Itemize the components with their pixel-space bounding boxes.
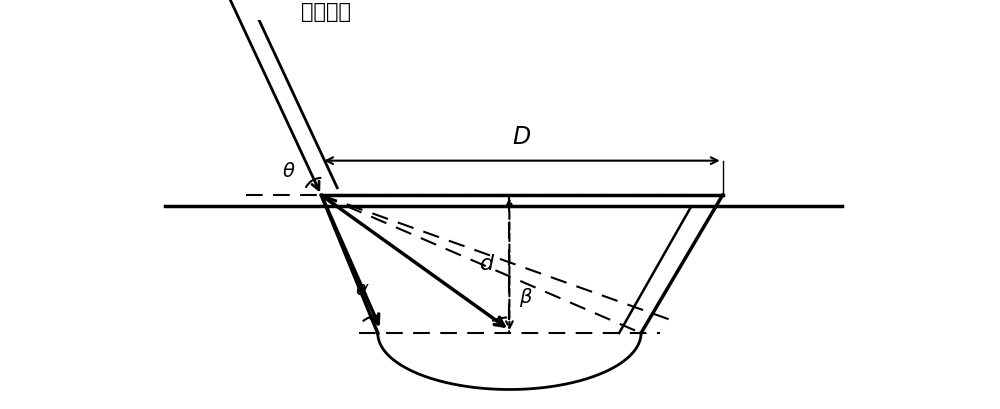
Text: D: D	[513, 126, 531, 149]
Text: d: d	[480, 254, 494, 274]
Text: θ: θ	[283, 162, 295, 181]
Text: α: α	[356, 280, 369, 299]
Text: β: β	[519, 288, 531, 307]
Text: 太阳光线: 太阳光线	[301, 2, 351, 22]
